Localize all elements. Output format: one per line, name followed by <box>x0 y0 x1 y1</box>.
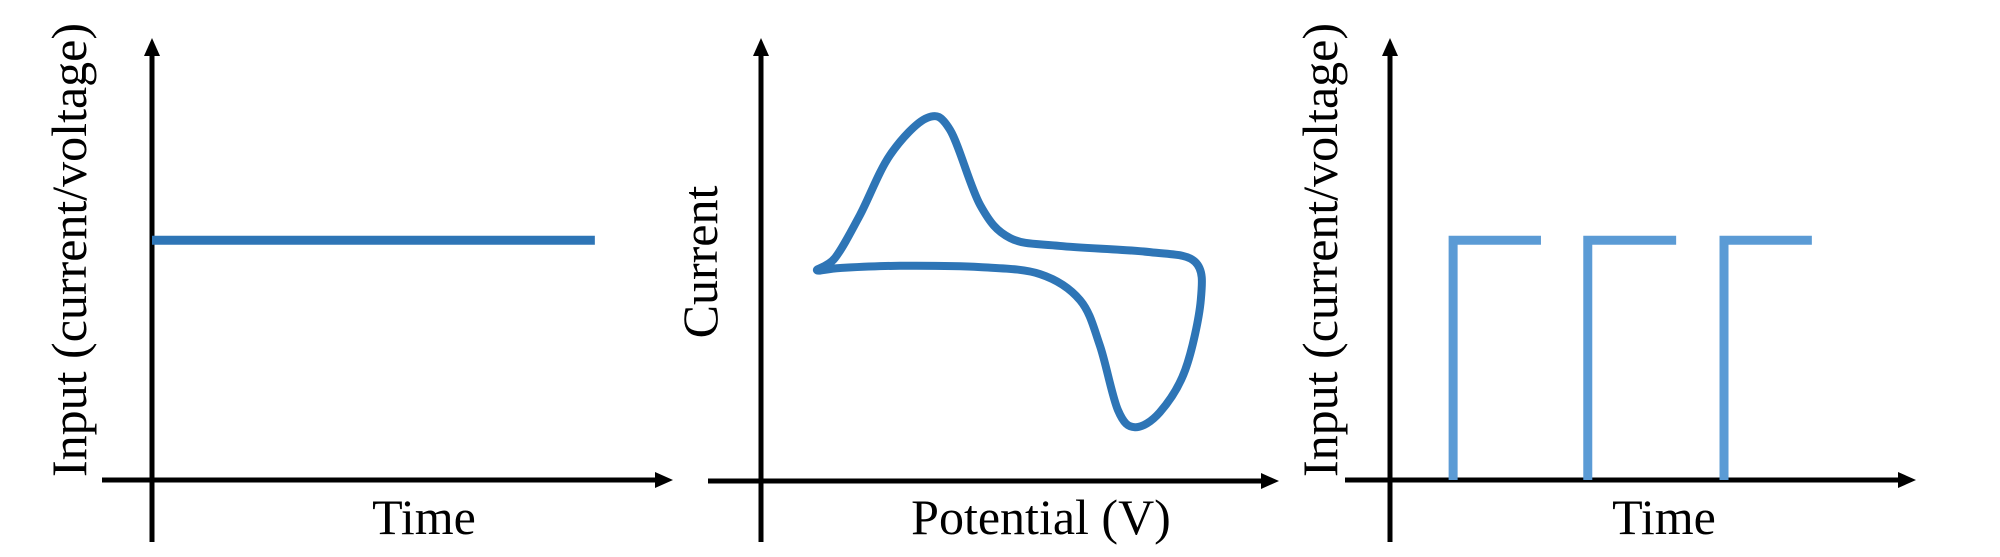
panel-pulsed-input: Input (current/voltage) Time <box>1292 23 1916 545</box>
pulse-3 <box>1719 235 1812 480</box>
x-axis-label: Time <box>1612 489 1716 545</box>
x-axis-arrow-icon <box>1261 473 1279 489</box>
y-axis-label: Input (current/voltage) <box>41 23 97 477</box>
cv-curve <box>812 112 1206 432</box>
y-axis-arrow-icon <box>753 38 769 56</box>
y-axis-label: Input (current/voltage) <box>1292 23 1348 477</box>
panel-constant-input: Input (current/voltage) Time <box>41 23 673 545</box>
y-axis-arrow-icon <box>1382 38 1398 56</box>
x-axis-arrow-icon <box>1898 472 1916 488</box>
x-axis-label: Time <box>372 489 476 545</box>
pulse-2 <box>1583 235 1677 480</box>
y-axis-arrow-icon <box>144 38 160 56</box>
panel-cyclic-voltammetry: Current Potential (V) <box>672 38 1279 545</box>
x-axis-label: Potential (V) <box>911 489 1171 545</box>
x-axis-arrow-icon <box>655 472 673 488</box>
pulse-1 <box>1448 235 1541 480</box>
y-axis-label: Current <box>672 186 728 339</box>
